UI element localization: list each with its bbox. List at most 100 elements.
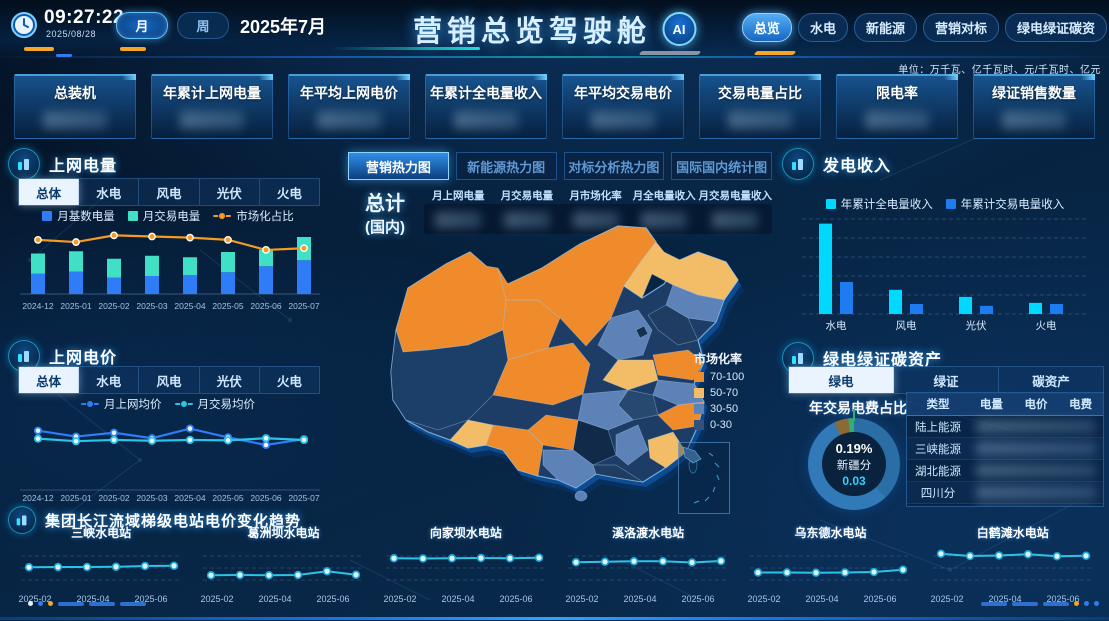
nav-tab[interactable]: 总览 (741, 13, 792, 42)
svg-text:2025-04: 2025-04 (77, 594, 110, 604)
decor-bar (120, 47, 146, 51)
green-assets-table: 类型电量电价电费陆上能源三峡能源湖北能源四川分长江电力新疆分 (906, 392, 1104, 507)
donut-name: 新疆分 (836, 459, 872, 472)
grid-power-tab[interactable]: 风电 (139, 179, 200, 205)
stat-column-header: 月上网电量 (432, 190, 485, 202)
grid-power-tab[interactable]: 光伏 (200, 179, 260, 205)
map-provinces[interactable] (390, 225, 739, 502)
grid-power-tab[interactable]: 火电 (276, 186, 302, 201)
china-map[interactable] (390, 212, 772, 512)
carousel-dash[interactable] (981, 601, 1007, 606)
legend-label: 月上网均价 (104, 399, 162, 411)
carousel-dot[interactable] (1074, 601, 1079, 606)
carousel-dot[interactable] (1084, 601, 1089, 606)
kpi-label: 年累计上网电量 (163, 85, 261, 101)
svg-text:2024-12: 2024-12 (22, 301, 53, 311)
carousel-dot[interactable] (48, 601, 53, 606)
carousel-dash[interactable] (1012, 601, 1038, 606)
grid-price-tab[interactable]: 光伏 (200, 367, 260, 393)
map-legend-item: 70-100 (694, 371, 744, 383)
svg-text:2025-04: 2025-04 (441, 594, 474, 604)
legend-item: 年累计交易电量收入 (945, 196, 1065, 212)
svg-text:2025-04: 2025-04 (806, 594, 839, 604)
grid-price-tab[interactable]: 风电 (139, 367, 200, 393)
map-legend: 市场化率 70-100 50-70 30-50 0-30 (694, 350, 744, 431)
map-legend-item: 50-70 (694, 387, 744, 399)
carousel-dot[interactable] (38, 601, 43, 606)
ai-assistant-button[interactable]: AI (662, 12, 697, 46)
table-row[interactable]: 湖北能源 (907, 460, 1103, 482)
svg-text:2025-04: 2025-04 (624, 594, 657, 604)
svg-text:火电: 火电 (1036, 319, 1058, 332)
carousel-dash[interactable] (120, 601, 146, 606)
svg-text:2025-07: 2025-07 (288, 301, 319, 311)
heatmap-tab[interactable]: 对标分析热力图 (563, 152, 665, 180)
green-assets-tab[interactable]: 绿证 (894, 367, 999, 393)
nav-tab[interactable]: 水电 (797, 13, 848, 42)
kpi-label: 交易电量占比 (718, 85, 802, 101)
kpi-card: 年累计全电量收入 (425, 74, 547, 139)
grid-price-tab[interactable]: 火电 (276, 374, 302, 389)
nav-tab[interactable]: 营销对标 (922, 13, 999, 42)
nav-tab[interactable]: 绿电绿证碳资 (1004, 13, 1107, 42)
kpi-value-blurred (728, 111, 792, 129)
nav-tab[interactable]: 新能源 (853, 13, 917, 42)
revenue-chart: 水电 风电 光伏 火电 (802, 218, 1088, 332)
legend-square-swatch (42, 211, 53, 221)
station-title: 溪洛渡水电站 (612, 526, 685, 540)
grid-price-tab[interactable]: 总体 (19, 367, 80, 393)
map-legend-label: 30-50 (710, 403, 739, 415)
heatmap-tab[interactable]: 国际国内统计图 (671, 152, 772, 180)
station-line-chart: 2025-02 2025-04 2025-06 (383, 553, 546, 604)
carousel-indicator-left[interactable] (28, 601, 146, 606)
green-assets-tab[interactable]: 碳资产 (1032, 374, 1070, 389)
stat-value-blurred (435, 212, 482, 228)
map-legend-label: 70-100 (710, 371, 745, 383)
legend-item: 月交易均价 (174, 396, 255, 412)
period-tab-周[interactable]: 周 (177, 12, 229, 39)
svg-text:2025-02: 2025-02 (98, 301, 129, 311)
map-legend-title: 市场化率 (694, 352, 743, 366)
svg-text:2025-02: 2025-02 (201, 594, 234, 604)
station-title: 向家坝水电站 (429, 526, 502, 540)
decor-bar (24, 47, 54, 51)
period-tab-月[interactable]: 月 (116, 12, 168, 39)
legend-line-swatch (213, 212, 232, 220)
svg-text:光伏: 光伏 (966, 319, 987, 332)
station-title: 白鹤滩水电站 (976, 526, 1049, 540)
grid-power-tab[interactable]: 总体 (19, 179, 80, 205)
svg-text:2025-02: 2025-02 (748, 594, 781, 604)
stat-value-blurred (641, 212, 688, 228)
table-row[interactable]: 陆上能源 (907, 416, 1103, 438)
table-row[interactable]: 四川分 (907, 482, 1103, 504)
svg-text:2025-05: 2025-05 (212, 493, 243, 503)
svg-text:风电: 风电 (896, 319, 917, 332)
carousel-dash[interactable] (58, 601, 84, 606)
carousel-dash[interactable] (1043, 601, 1069, 606)
legend-label: 年累计交易电量收入 (960, 199, 1065, 211)
green-assets-tab[interactable]: 绿电 (789, 367, 894, 393)
table-row[interactable]: 三峡能源 (907, 438, 1103, 460)
carousel-indicator-right[interactable] (981, 601, 1099, 606)
kpi-label: 年累计全电量收入 (430, 85, 542, 101)
carousel-dash[interactable] (89, 601, 115, 606)
heatmap-tab[interactable]: 营销热力图 (348, 152, 449, 180)
kpi-label: 限电率 (876, 85, 918, 101)
table-row[interactable]: 长江电力 (907, 504, 1103, 506)
table-header-cell: 电价 (1024, 399, 1048, 411)
legend-square-swatch (127, 211, 138, 221)
grid-power-tab[interactable]: 水电 (79, 179, 140, 205)
grid-price-tab[interactable]: 水电 (79, 367, 140, 393)
station-line-chart: 2025-02 2025-04 2025-06 (748, 555, 911, 604)
legend-dot (86, 400, 94, 408)
total-label-sub: (国内) (365, 219, 405, 236)
kpi-value-blurred (180, 111, 244, 129)
carousel-dot[interactable] (28, 601, 33, 606)
station-trend-chart: 向家坝水电站 2025-02 2025-04 2025-06 (375, 524, 557, 608)
carousel-dot[interactable] (1094, 601, 1099, 606)
kpi-value-blurred (454, 111, 518, 129)
station-title: 三峡水电站 (71, 526, 132, 540)
legend-label: 月交易电量 (142, 211, 201, 223)
station-trend-charts: 三峡水电站 2025-02 2025-04 2025-06 葛洲坝水电站 2025-02 2… (10, 524, 1104, 608)
heatmap-tab[interactable]: 新能源热力图 (455, 152, 557, 180)
